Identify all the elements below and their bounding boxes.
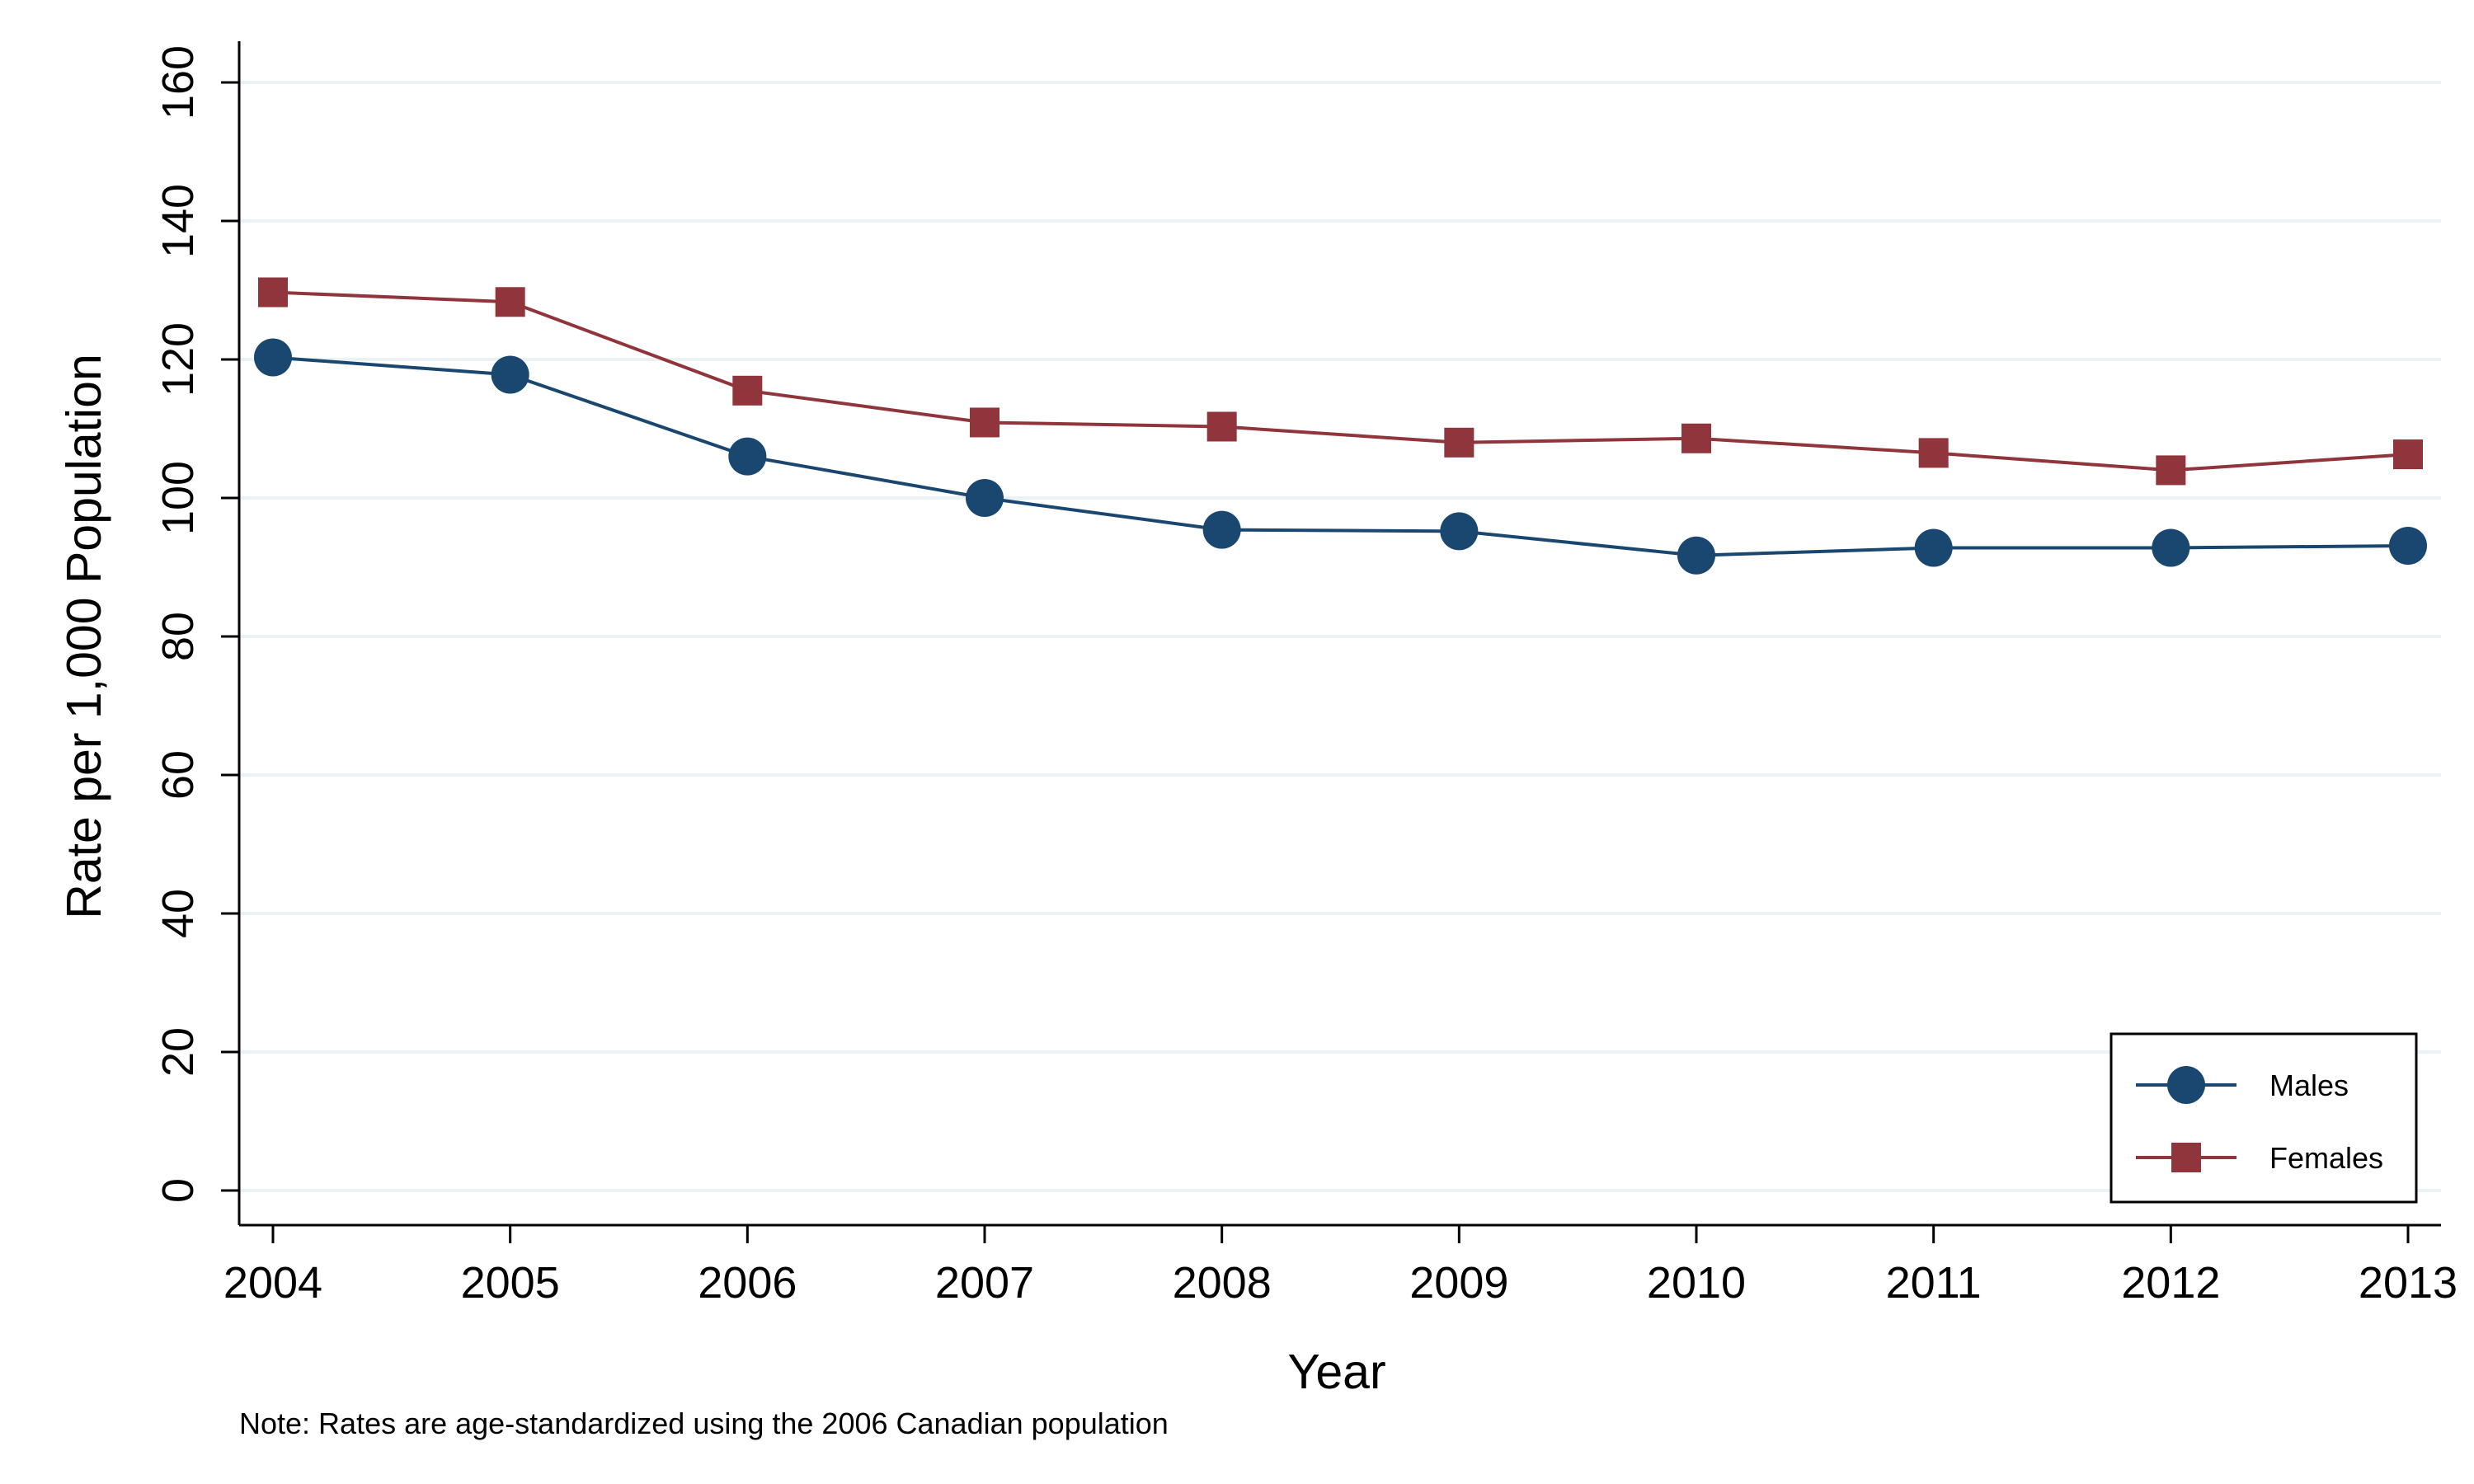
legend-label-females: Females [2269,1141,2383,1175]
data-point [2393,439,2423,470]
data-point [970,407,999,438]
data-point [2156,455,2186,486]
x-axis-title: Year [1287,1345,1385,1399]
y-tick-label: 120 [153,322,203,397]
axes: 0 20 40 60 80 100 120 140 160 2004 2005 2006 2007 200… [153,41,2458,1308]
x-tick-label: 2004 [223,1258,322,1308]
series-females [258,277,2423,486]
legend-key-males [2136,1066,2236,1104]
x-tick-label: 2009 [1409,1258,1508,1308]
y-tick-label: 80 [153,612,203,661]
x-tick-label: 2005 [461,1258,560,1308]
data-point [258,277,288,308]
data-point [1918,438,1949,468]
y-tick-label: 160 [153,45,203,120]
x-tick-label: 2006 [698,1258,797,1308]
gridlines [239,81,2441,1192]
data-point [254,338,292,377]
y-tick-label: 20 [153,1027,203,1077]
x-tick-label: 2010 [1647,1258,1746,1308]
data-point [1681,423,1711,453]
series [254,277,2427,575]
data-point [1444,427,1475,458]
data-point [728,437,767,476]
data-point [1202,510,1241,549]
y-axis-title: Rate per 1,000 Population [57,354,111,919]
series-line-males [272,355,2409,557]
legend-key-females [2136,1143,2236,1172]
x-tick-label: 2011 [1886,1258,1982,1308]
y-tick-label: 40 [153,889,203,938]
legend: Males Females [2109,1032,2418,1204]
legend-box [2109,1032,2418,1204]
data-point [1677,536,1715,575]
x-tick-label: 2012 [2121,1258,2220,1308]
data-point [2389,526,2427,565]
data-point [495,287,525,317]
chart-note: Note: Rates are age-standardized using t… [239,1407,1169,1440]
series-line-females [272,290,2409,472]
legend-marker [2167,1066,2205,1104]
x-tick-label: 2008 [1173,1258,1272,1308]
y-tick-label: 100 [153,461,203,535]
y-tick-label: 0 [153,1178,203,1203]
data-point [1206,411,1237,442]
data-point [732,375,763,406]
legend-label-males: Males [2269,1068,2349,1102]
y-tick-label: 140 [153,184,203,258]
data-point [2152,528,2190,567]
data-point [1440,512,1479,551]
x-tick-label: 2007 [935,1258,1034,1308]
legend-marker [2171,1143,2201,1172]
data-point [1914,528,1953,567]
x-tick-label: 2013 [2359,1258,2458,1308]
data-point [966,479,1004,517]
data-point [491,355,529,394]
series-males [254,338,2427,575]
y-tick-label: 60 [153,750,203,800]
